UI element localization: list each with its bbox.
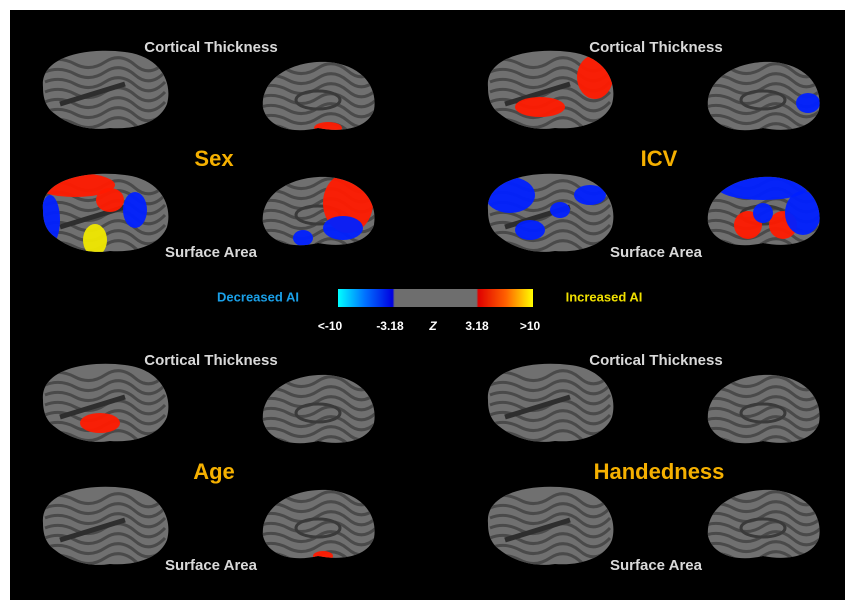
patch xyxy=(80,413,120,433)
colorbar-tick: <-10 xyxy=(318,319,343,333)
patch xyxy=(515,220,545,240)
patch xyxy=(515,97,565,117)
colorbar-gradient xyxy=(338,289,533,307)
top-label: Cortical Thickness xyxy=(144,39,277,56)
colorbar: Decreased AI Increased AI xyxy=(217,289,642,307)
increased-label: Increased AI xyxy=(566,289,643,304)
figure: Decreased AI Increased AI <-10 -3.18 Z 3.18… xyxy=(0,0,854,610)
patch xyxy=(796,93,820,113)
decreased-label: Decreased AI xyxy=(217,289,299,304)
panel-title: Age xyxy=(193,459,235,484)
bottom-label: Surface Area xyxy=(165,244,258,261)
colorbar-tick: Z xyxy=(428,319,437,333)
top-label: Cortical Thickness xyxy=(589,39,722,56)
patch xyxy=(753,203,773,223)
patch xyxy=(323,216,363,240)
top-label: Cortical Thickness xyxy=(589,352,722,369)
panel-title: Handedness xyxy=(594,459,725,484)
top-label: Cortical Thickness xyxy=(144,352,277,369)
colorbar-tick: >10 xyxy=(520,319,541,333)
panel-title: Sex xyxy=(194,146,234,171)
patch xyxy=(550,202,570,218)
colorbar-tick: -3.18 xyxy=(376,319,404,333)
panel-title: ICV xyxy=(641,146,678,171)
bottom-label: Surface Area xyxy=(610,244,703,261)
patch xyxy=(96,188,124,212)
colorbar-tick: 3.18 xyxy=(465,319,489,333)
patch xyxy=(293,230,313,246)
patch xyxy=(123,192,147,228)
bottom-label: Surface Area xyxy=(610,557,703,574)
bottom-label: Surface Area xyxy=(165,557,258,574)
